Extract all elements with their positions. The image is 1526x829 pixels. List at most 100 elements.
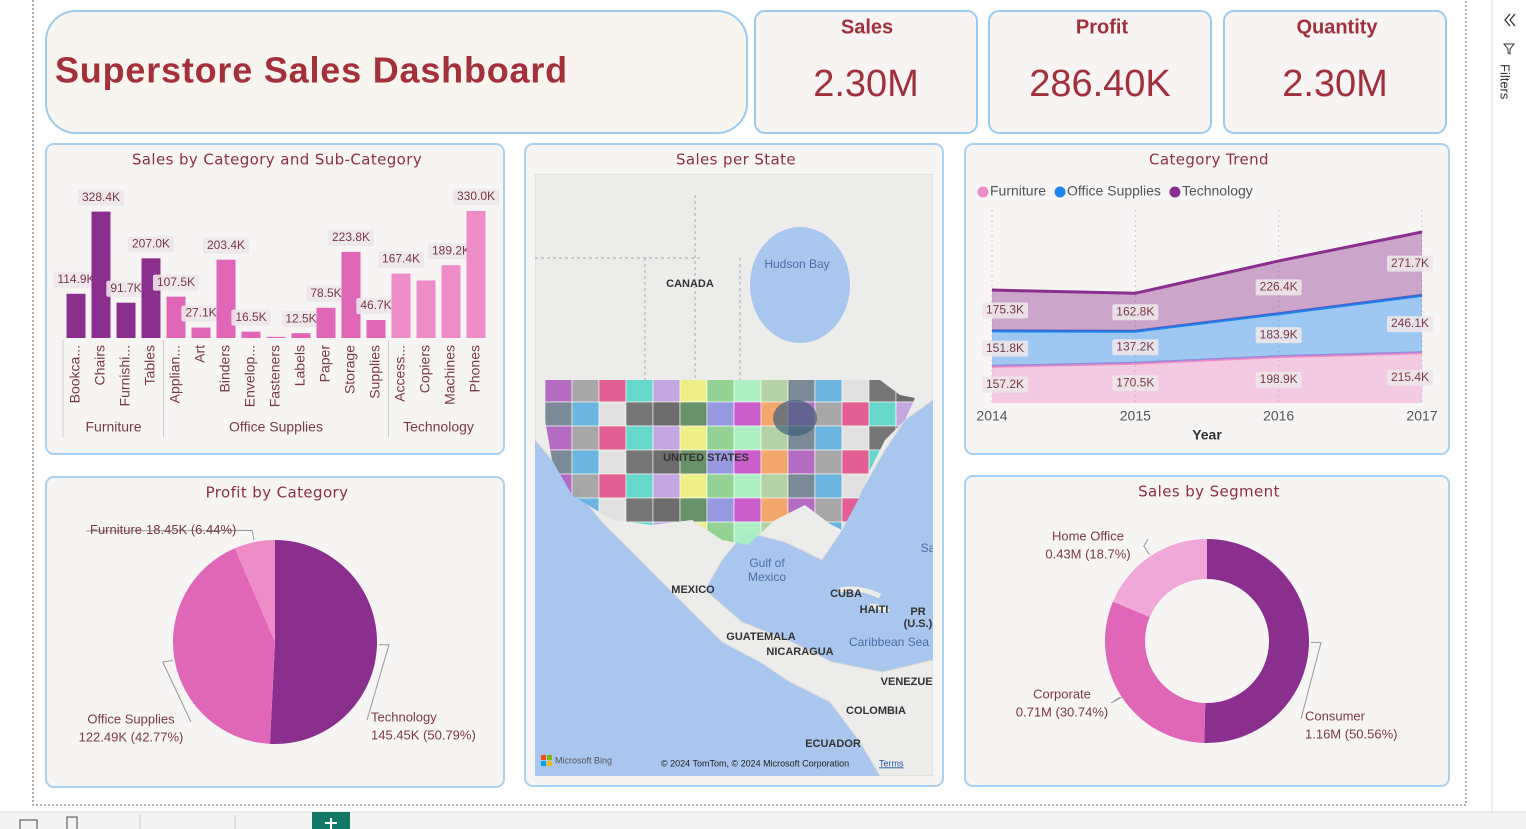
state-shape	[814, 425, 843, 451]
x-tick-label: Furnishi...	[117, 345, 133, 406]
leader-line	[1143, 538, 1150, 555]
chart-panel	[45, 143, 505, 455]
donut-slice	[1204, 539, 1309, 743]
data-label-bg	[1386, 255, 1434, 272]
data-label-bg	[356, 298, 396, 315]
slice-name: Corporate	[1033, 686, 1091, 701]
state-shape	[814, 449, 843, 475]
data-label-bg	[427, 243, 475, 260]
state-shape	[733, 425, 762, 451]
data-label-bg	[1112, 304, 1159, 321]
state-shape	[625, 380, 654, 403]
donut-slice	[1112, 539, 1207, 618]
filter-icon[interactable]	[1502, 43, 1516, 55]
data-label-bg	[1255, 371, 1302, 388]
data-label: 137.2K	[1116, 339, 1154, 353]
tab-icon[interactable]	[19, 819, 38, 829]
data-label-bg	[981, 302, 1029, 319]
data-label: 223.8K	[332, 230, 370, 244]
data-label: 162.8K	[1116, 304, 1154, 318]
x-tick-label: Copiers	[417, 345, 433, 393]
bar	[191, 327, 211, 338]
bar	[166, 296, 186, 338]
map-label: (U.S.)	[904, 618, 933, 630]
pie-slice	[234, 540, 275, 642]
state-shape	[545, 380, 573, 403]
state-shape	[571, 380, 600, 403]
x-tick-label: Storage	[342, 345, 358, 394]
data-label: 271.7K	[1391, 256, 1429, 270]
data-label: 189.2K	[432, 243, 470, 257]
state-shape	[571, 401, 600, 427]
bar	[216, 259, 236, 338]
chart-title: Sales by Segment	[1138, 483, 1280, 501]
data-label: 91.7K	[110, 281, 141, 295]
x-tick-label: Labels	[292, 345, 308, 386]
pie-slice	[269, 540, 378, 744]
data-label-bg	[981, 376, 1029, 393]
pie-slice	[172, 548, 275, 744]
slice-value: 122.49K (42.77%)	[79, 729, 184, 744]
state-shape	[841, 380, 870, 403]
map-terms[interactable]: Terms	[879, 758, 904, 768]
state-shape	[652, 380, 681, 403]
x-tick-label: Art	[192, 345, 208, 363]
kpi-label: Quantity	[1296, 16, 1378, 38]
state-shape	[787, 449, 816, 475]
data-label-bg	[981, 340, 1029, 357]
bar	[366, 320, 386, 338]
data-label: 78.5K	[310, 286, 341, 300]
data-label-bg	[181, 305, 221, 322]
state-shape	[733, 473, 762, 499]
tab-icon[interactable]	[66, 816, 78, 829]
data-label-bg	[327, 229, 375, 246]
islands	[839, 586, 890, 614]
state-shape	[625, 473, 654, 499]
legend-label: Furniture	[990, 183, 1046, 199]
x-tick-label: Binders	[217, 345, 233, 392]
state-shape	[706, 449, 735, 475]
state-shape	[706, 473, 735, 499]
state-shape	[733, 401, 762, 427]
data-label: 12.5K	[285, 311, 316, 325]
state-shape	[787, 380, 816, 403]
bar	[291, 333, 311, 338]
state-shape	[652, 473, 681, 499]
state-shape	[598, 401, 627, 427]
filters-pane-label[interactable]: Filters	[1498, 64, 1513, 100]
state-shape	[841, 425, 870, 451]
map[interactable]: CANADA Hudson Bay UNITED STATES Gulf of …	[535, 174, 940, 776]
data-label-bg	[377, 251, 425, 268]
state-shape	[625, 425, 654, 451]
bar	[66, 293, 86, 338]
data-label: 246.1K	[1391, 316, 1429, 330]
bar	[91, 211, 111, 338]
data-label: 175.3K	[986, 303, 1024, 317]
state-shape	[706, 380, 735, 403]
slice-name: Technology	[371, 709, 437, 724]
x-tick-label: Paper	[317, 345, 333, 383]
x-tick-label: Supplies	[367, 345, 383, 399]
collapse-icon[interactable]	[1504, 13, 1516, 27]
data-label-bg	[1255, 327, 1302, 344]
data-label-bg	[452, 189, 500, 205]
kpi-value: 2.30M	[1282, 63, 1388, 105]
map-label: NICARAGUA	[766, 646, 833, 658]
leader-line	[1300, 641, 1322, 720]
great-lakes	[773, 400, 817, 436]
bar	[441, 265, 461, 338]
state-shape	[841, 449, 870, 475]
slice-value: 145.45K (50.79%)	[371, 727, 476, 742]
state-shape	[706, 401, 735, 427]
data-label: 207.0K	[132, 237, 170, 251]
x-tick-label: Machines	[442, 345, 458, 405]
chart-panel	[964, 475, 1450, 787]
state-shape	[679, 425, 708, 451]
x-tick-label: 2014	[976, 408, 1007, 424]
state-shape	[571, 449, 600, 475]
slice-name: Furniture	[90, 522, 142, 537]
data-label: 226.4K	[1260, 279, 1298, 293]
tab-bar	[0, 812, 1526, 829]
state-shape	[545, 401, 573, 427]
